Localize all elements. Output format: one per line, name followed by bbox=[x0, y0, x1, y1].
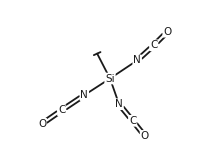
Text: O: O bbox=[38, 119, 46, 129]
Text: O: O bbox=[141, 131, 149, 141]
Text: C: C bbox=[150, 40, 158, 50]
Text: C: C bbox=[58, 105, 65, 115]
Text: N: N bbox=[133, 55, 141, 65]
Text: C: C bbox=[129, 116, 136, 126]
Text: N: N bbox=[81, 90, 88, 100]
Text: O: O bbox=[163, 27, 172, 37]
Text: N: N bbox=[115, 99, 123, 109]
Text: Si: Si bbox=[105, 74, 115, 84]
